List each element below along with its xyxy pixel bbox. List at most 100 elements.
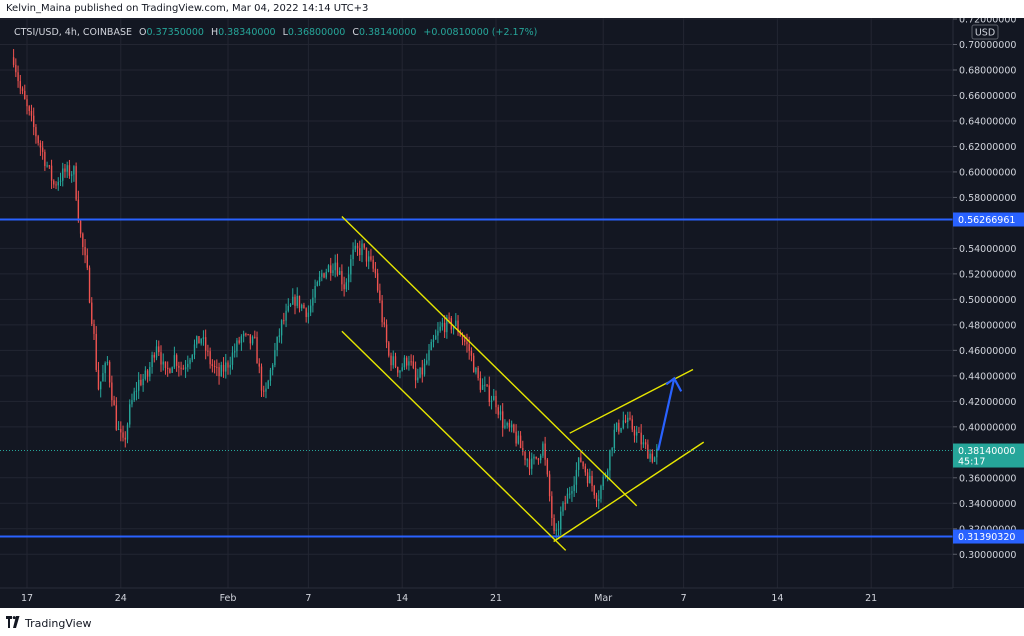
candle-body	[644, 442, 647, 445]
candle-body	[198, 336, 200, 344]
high-value: 0.38340000	[218, 27, 276, 38]
candle-body	[504, 425, 506, 428]
candle-body	[236, 340, 238, 352]
candle-body	[356, 245, 359, 249]
candle-body	[184, 367, 187, 370]
candle-body	[555, 529, 557, 531]
ascending-channel-line[interactable]	[553, 441, 705, 543]
candle-body	[256, 337, 258, 364]
candle-body	[350, 259, 352, 275]
candle-body	[271, 365, 274, 370]
candle-body	[213, 366, 216, 368]
candle-body	[48, 165, 51, 167]
candle-body	[55, 184, 57, 186]
candle-body	[131, 400, 133, 405]
candle-body	[403, 357, 406, 368]
candle-body	[627, 417, 629, 423]
price-axis[interactable]	[953, 18, 1024, 588]
time-tick-label: 7	[305, 593, 311, 604]
candle-body	[631, 419, 633, 430]
candle-body	[111, 382, 113, 401]
currency-box[interactable]	[971, 24, 999, 40]
candle-body	[301, 304, 303, 309]
descending-channel-line[interactable]	[341, 330, 567, 551]
publisher-line: Kelvin_Maina published on TradingView.co…	[6, 3, 369, 14]
candle-body	[577, 457, 580, 470]
publisher-bar: Kelvin_Maina published on TradingView.co…	[0, 0, 1024, 18]
high-label: H	[210, 27, 219, 38]
candle-body	[452, 325, 455, 330]
candle-body	[182, 368, 185, 370]
candle-body	[595, 495, 598, 502]
price-tick-label: 0.30000000	[959, 550, 1016, 561]
candle-body	[381, 300, 383, 323]
candle-body	[423, 363, 426, 375]
candle-body	[75, 166, 77, 200]
candle-body	[209, 351, 211, 365]
candle-body	[475, 367, 477, 373]
chart-area[interactable]: 0.72000000 0.70000000 0.68000000 0.66000000…	[0, 18, 1024, 608]
time-axis[interactable]	[0, 588, 953, 608]
time-tick-label: 7	[681, 593, 687, 604]
candle-body	[428, 350, 430, 361]
projection-arrow-head-icon[interactable]	[665, 376, 683, 392]
candle-body	[571, 491, 573, 494]
candle-body	[278, 335, 281, 337]
candle-body	[615, 422, 618, 430]
candle-body	[267, 380, 269, 389]
time-tick-label: 14	[771, 593, 783, 604]
candle-body	[575, 469, 578, 485]
candle-body	[526, 459, 528, 461]
candle-body	[312, 297, 314, 306]
candle-body	[493, 396, 495, 401]
candle-body	[374, 268, 377, 274]
candle-body	[120, 429, 122, 433]
candle-body	[448, 317, 450, 319]
candle-body	[285, 310, 287, 321]
candle-body	[146, 370, 149, 377]
candle-body	[426, 360, 428, 364]
candle-body	[265, 388, 267, 392]
candle-body	[135, 390, 138, 392]
candle-body	[220, 364, 222, 377]
candle-body	[417, 377, 419, 381]
candle-body	[44, 151, 46, 166]
candle-body	[397, 367, 399, 373]
candle-body	[432, 339, 435, 342]
candle-body	[117, 429, 120, 431]
candle-body	[618, 422, 620, 432]
candle-body	[582, 461, 584, 467]
candle-body	[405, 357, 408, 366]
candle-body	[144, 370, 147, 379]
candle-body	[481, 385, 484, 390]
candle-body	[104, 363, 106, 374]
candle-body	[191, 354, 193, 360]
candle-body	[79, 220, 82, 234]
candle-body	[633, 429, 636, 436]
low-value: 0.36800000	[287, 27, 346, 38]
candle-body	[292, 296, 294, 305]
candle-body	[240, 336, 243, 343]
candle-body	[446, 317, 448, 333]
candle-body	[53, 180, 55, 185]
candle-body	[459, 332, 461, 337]
candle-body	[647, 444, 649, 459]
price-tick-label: 0.66000000	[959, 91, 1016, 102]
projection-arrow-line[interactable]	[657, 378, 676, 451]
symbol-label: CTSI/USD, 4h, COINBASE	[14, 27, 132, 38]
candle-body	[560, 511, 562, 530]
candle-body	[368, 256, 370, 262]
axis-corner	[953, 588, 1024, 608]
level-price-tag	[953, 529, 1024, 544]
candle-body	[305, 308, 307, 317]
candle-body	[624, 420, 627, 423]
candle-body	[84, 246, 86, 256]
candle-body	[303, 304, 305, 309]
candle-body	[77, 199, 80, 221]
candle-body	[638, 431, 640, 433]
candle-body	[443, 322, 446, 333]
time-tick-label: 17	[21, 593, 33, 604]
candle-body	[33, 115, 35, 128]
price-chart[interactable]: 0.72000000 0.70000000 0.68000000 0.66000000…	[0, 18, 1024, 608]
descending-channel-line[interactable]	[341, 216, 638, 507]
